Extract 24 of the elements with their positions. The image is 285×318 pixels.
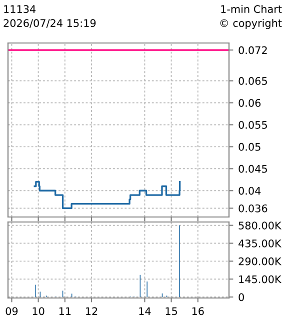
y-tick-label: 0.072 <box>238 46 267 54</box>
y-tick-label: 0.065 <box>238 77 267 85</box>
text: 2026/07/24 15:19 <box>4 19 96 28</box>
y-tick-label: 0.06 <box>238 98 261 107</box>
x-tick-label: 14 <box>139 307 151 315</box>
y-tick-label: 0.036 <box>238 204 268 212</box>
chart-title: 11134 <box>4 5 36 14</box>
text: 1-min Chart <box>221 4 282 14</box>
y-tick-label: 0.045 <box>238 164 267 173</box>
y-tick-label: 0.04 <box>238 186 261 195</box>
y-tick-label: 290.00K <box>238 257 282 266</box>
y-tick-label: 435.00K <box>238 239 282 248</box>
x-tick-label: 15 <box>166 307 178 316</box>
y-tick-label: 580.00K <box>238 222 282 230</box>
y-tick-label: 0 <box>238 293 244 302</box>
text: © copyright <box>220 18 282 30</box>
x-tick-label: 09 <box>6 307 18 316</box>
x-tick-label: 10 <box>32 307 44 316</box>
y-tick-label: 145.00K <box>239 275 282 284</box>
x-tick-label: 16 <box>192 307 204 316</box>
y-tick-label: 0.055 <box>238 120 267 129</box>
x-tick-label: 12 <box>86 307 98 315</box>
x-tick-label: 11 <box>59 307 71 315</box>
y-tick-label: 0.05 <box>238 142 260 151</box>
